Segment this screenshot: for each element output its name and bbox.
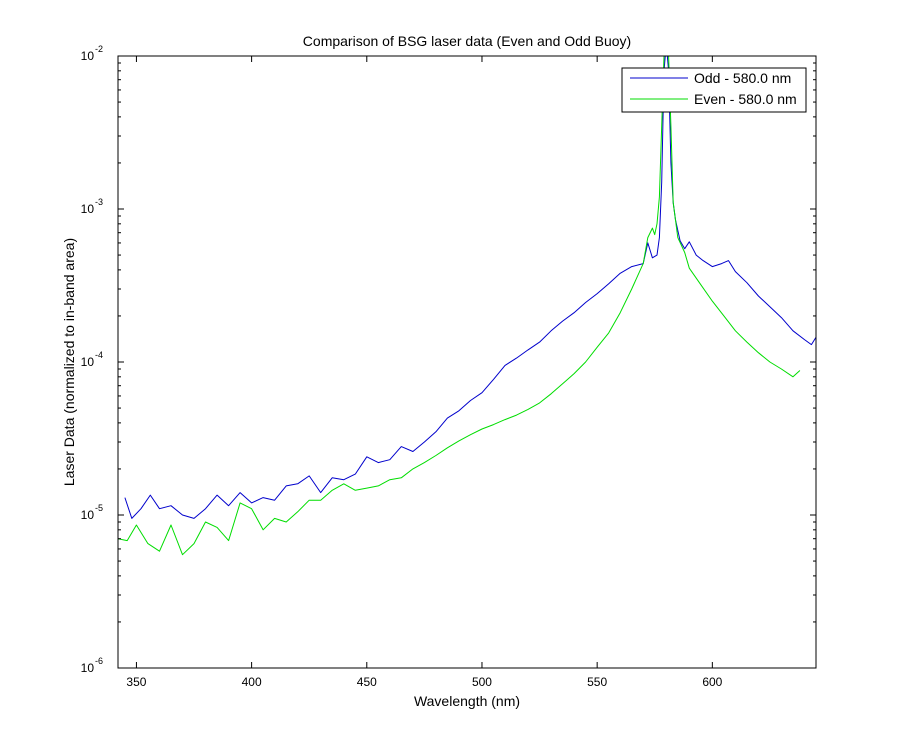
x-tick-label: 350 <box>126 675 146 689</box>
y-tick-exponent: -4 <box>95 350 103 360</box>
chart-title: Comparison of BSG laser data (Even and O… <box>303 33 631 49</box>
y-tick-exponent: -5 <box>95 503 103 513</box>
series-line-even <box>118 56 801 556</box>
y-tick-label: 10 <box>81 661 95 675</box>
y-tick-exponent: -2 <box>95 44 103 54</box>
y-tick-exponent: -3 <box>95 197 103 207</box>
x-tick-label: 550 <box>587 675 607 689</box>
x-axis-label: Wavelength (nm) <box>414 693 520 709</box>
plot-area <box>118 56 816 668</box>
y-axis-label: Laser Data (normalized to in-band area) <box>61 238 77 486</box>
series-layer <box>118 56 816 556</box>
y-tick-exponent: -6 <box>95 656 103 666</box>
y-tick-label: 10 <box>81 355 95 369</box>
y-tick-label: 10 <box>81 49 95 63</box>
legend-box <box>621 67 807 113</box>
x-tick-label: 450 <box>357 675 377 689</box>
x-axis: 350 400 450 500 550 600 <box>126 56 723 689</box>
y-tick-label: 10 <box>81 508 95 522</box>
y-tick-label: 10 <box>81 202 95 216</box>
x-tick-label: 500 <box>472 675 492 689</box>
series-line-odd <box>124 56 816 519</box>
legend-label-even: Even - 580.0 nm <box>694 91 797 107</box>
y-axis: 10-610-510-410-310-2 <box>81 44 816 675</box>
x-tick-label: 600 <box>702 675 722 689</box>
legend-label-odd: Odd - 580.0 nm <box>694 70 791 86</box>
x-tick-label: 400 <box>242 675 262 689</box>
legend: Odd - 580.0 nm Even - 580.0 nm <box>621 67 807 113</box>
